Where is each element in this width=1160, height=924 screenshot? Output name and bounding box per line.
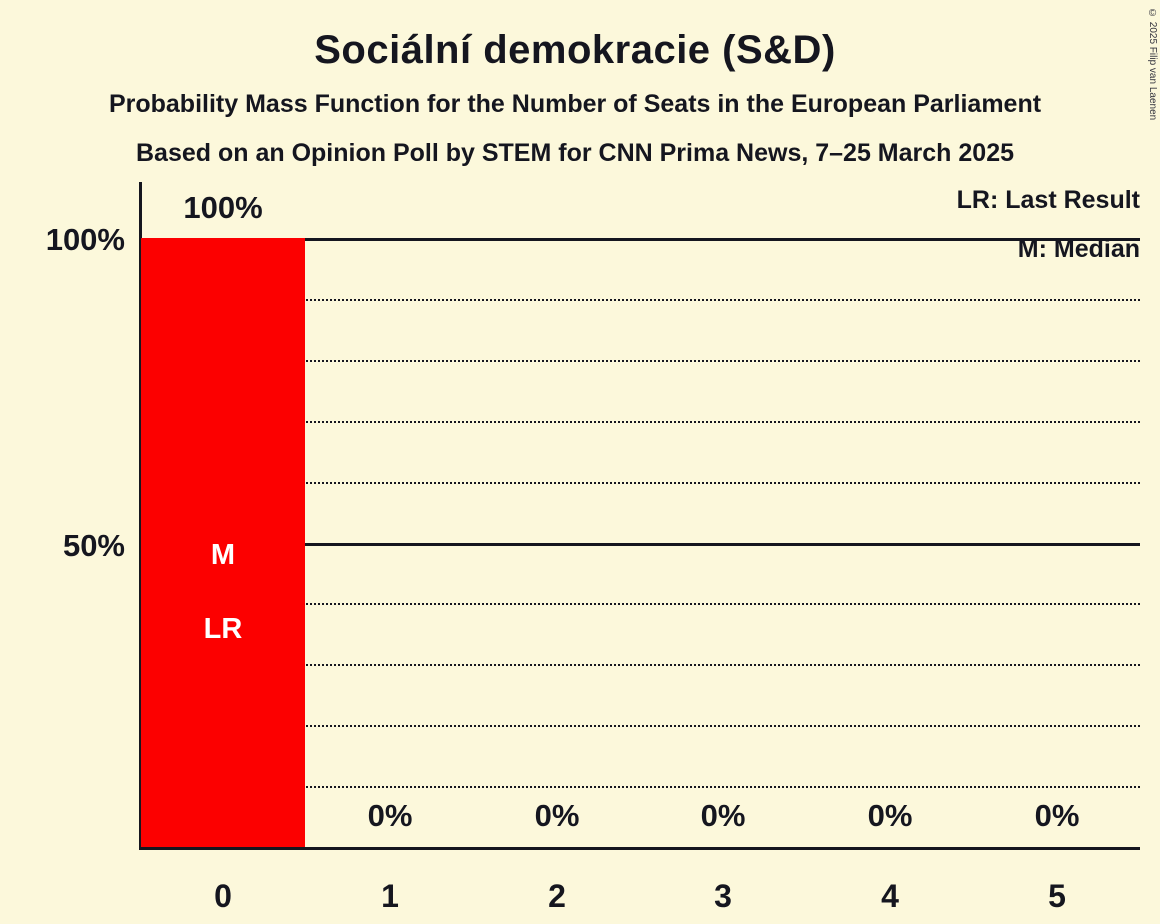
chart-subtitle-1: Probability Mass Function for the Number… [108,90,1042,118]
gridline-10 [141,786,1140,789]
gridline-90 [141,298,1140,301]
value-label-seats-0: 100% [183,190,263,225]
x-axis-tick-5: 5 [1048,878,1066,914]
gridline-100 [141,238,1140,241]
x-axis-line [139,847,1140,850]
value-label-seats-5: 0% [1034,798,1080,833]
x-axis-tick-3: 3 [714,878,732,914]
x-axis-tick-0: 0 [214,878,232,914]
gridline-80 [141,359,1140,362]
plot-area: M LR [141,238,1140,847]
value-label-seats-2: 0% [534,798,580,833]
chart-subtitle-2: Based on an Opinion Poll by STEM for CNN… [135,139,1014,167]
gridline-30 [141,664,1140,667]
median-marker: M [210,538,236,571]
x-axis-tick-4: 4 [881,878,899,914]
gridline-20 [141,725,1140,728]
gridline-60 [141,481,1140,484]
y-axis-tick-100: 100% [45,222,125,257]
value-label-seats-1: 0% [367,798,413,833]
gridline-50 [141,542,1140,546]
gridline-40 [141,603,1140,606]
bar-seats-0: M LR [141,238,305,847]
value-label-seats-3: 0% [700,798,746,833]
legend-last-result: LR: Last Result [956,186,1140,214]
x-axis-tick-1: 1 [381,878,399,914]
copyright-note: © 2025 Filip van Laenen [1147,8,1158,121]
x-axis-tick-2: 2 [548,878,566,914]
y-axis-tick-50: 50% [62,528,125,563]
last-result-marker: LR [203,612,243,645]
bar-annotations: M LR [141,500,305,685]
y-axis-line [139,182,142,850]
gridline-70 [141,420,1140,423]
value-label-seats-4: 0% [867,798,913,833]
chart-title: Sociální demokracie (S&D) [314,28,836,72]
